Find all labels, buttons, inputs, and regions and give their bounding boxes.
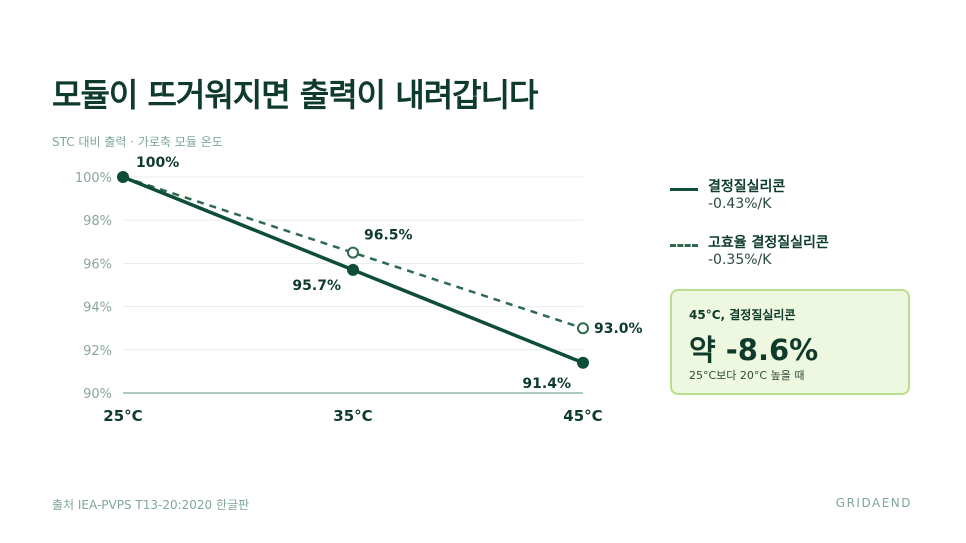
source-note: 출처 IEA-PVPS T13-20:2020 한글판 <box>52 498 250 512</box>
data-label-high-efficiency: 96.5% <box>364 228 413 244</box>
y-tick-label: 90% <box>83 387 112 402</box>
chart-subtitle: STC 대비 출력 · 가로축 모듈 온도 <box>52 135 223 149</box>
legend-swatch-solid <box>670 188 698 191</box>
label-layer: 100% 95.7% 91.4% 96.5% 93.0% <box>136 155 643 392</box>
y-tick-label: 98% <box>83 214 112 229</box>
legend-series-rate: -0.35%/K <box>708 252 772 268</box>
series-marker-crystalline <box>347 263 359 276</box>
callout-card: 45°C, 결정질실리콘 약 -8.6% 25°C보다 20°C 높을 때 <box>670 289 910 395</box>
legend-series-rate: -0.43%/K <box>708 196 772 212</box>
series-layer <box>117 171 589 369</box>
callout-note: 25°C보다 20°C 높을 때 <box>689 369 805 382</box>
callout-label: 45°C, 결정질실리콘 <box>689 308 796 322</box>
data-label-crystalline: 100% <box>136 155 179 171</box>
x-tick-label: 25°C <box>103 407 142 425</box>
legend-series-name: 결정질실리콘 <box>708 179 786 195</box>
data-label-crystalline: 95.7% <box>292 278 341 294</box>
brand-logo: GRIDAEND <box>835 496 912 510</box>
legend-series-name: 고효율 결정질실리콘 <box>708 235 829 251</box>
grid-layer <box>123 176 583 394</box>
y-tick-label: 100% <box>75 171 112 186</box>
axis-layer: 100% 98% 96% 94% 92% 90% 25°C 35°C 45°C <box>75 171 603 425</box>
data-label-crystalline: 91.4% <box>522 376 571 392</box>
series-line-high-efficiency <box>122 175 584 330</box>
series-marker-high-efficiency <box>577 322 589 335</box>
legend-swatch-dashed <box>670 244 698 247</box>
series-marker-crystalline <box>577 356 589 369</box>
x-tick-label: 45°C <box>563 407 602 425</box>
page-title: 모듈이 뜨거워지면 출력이 내려갑니다 <box>52 76 538 114</box>
series-marker-crystalline <box>117 171 129 183</box>
data-label-high-efficiency: 93.0% <box>594 321 643 337</box>
x-tick-label: 35°C <box>333 407 372 425</box>
y-tick-label: 94% <box>83 301 112 316</box>
callout-value: 약 -8.6% <box>689 333 819 367</box>
y-tick-label: 92% <box>83 344 112 359</box>
y-tick-label: 96% <box>83 257 112 272</box>
series-marker-high-efficiency <box>347 246 359 259</box>
